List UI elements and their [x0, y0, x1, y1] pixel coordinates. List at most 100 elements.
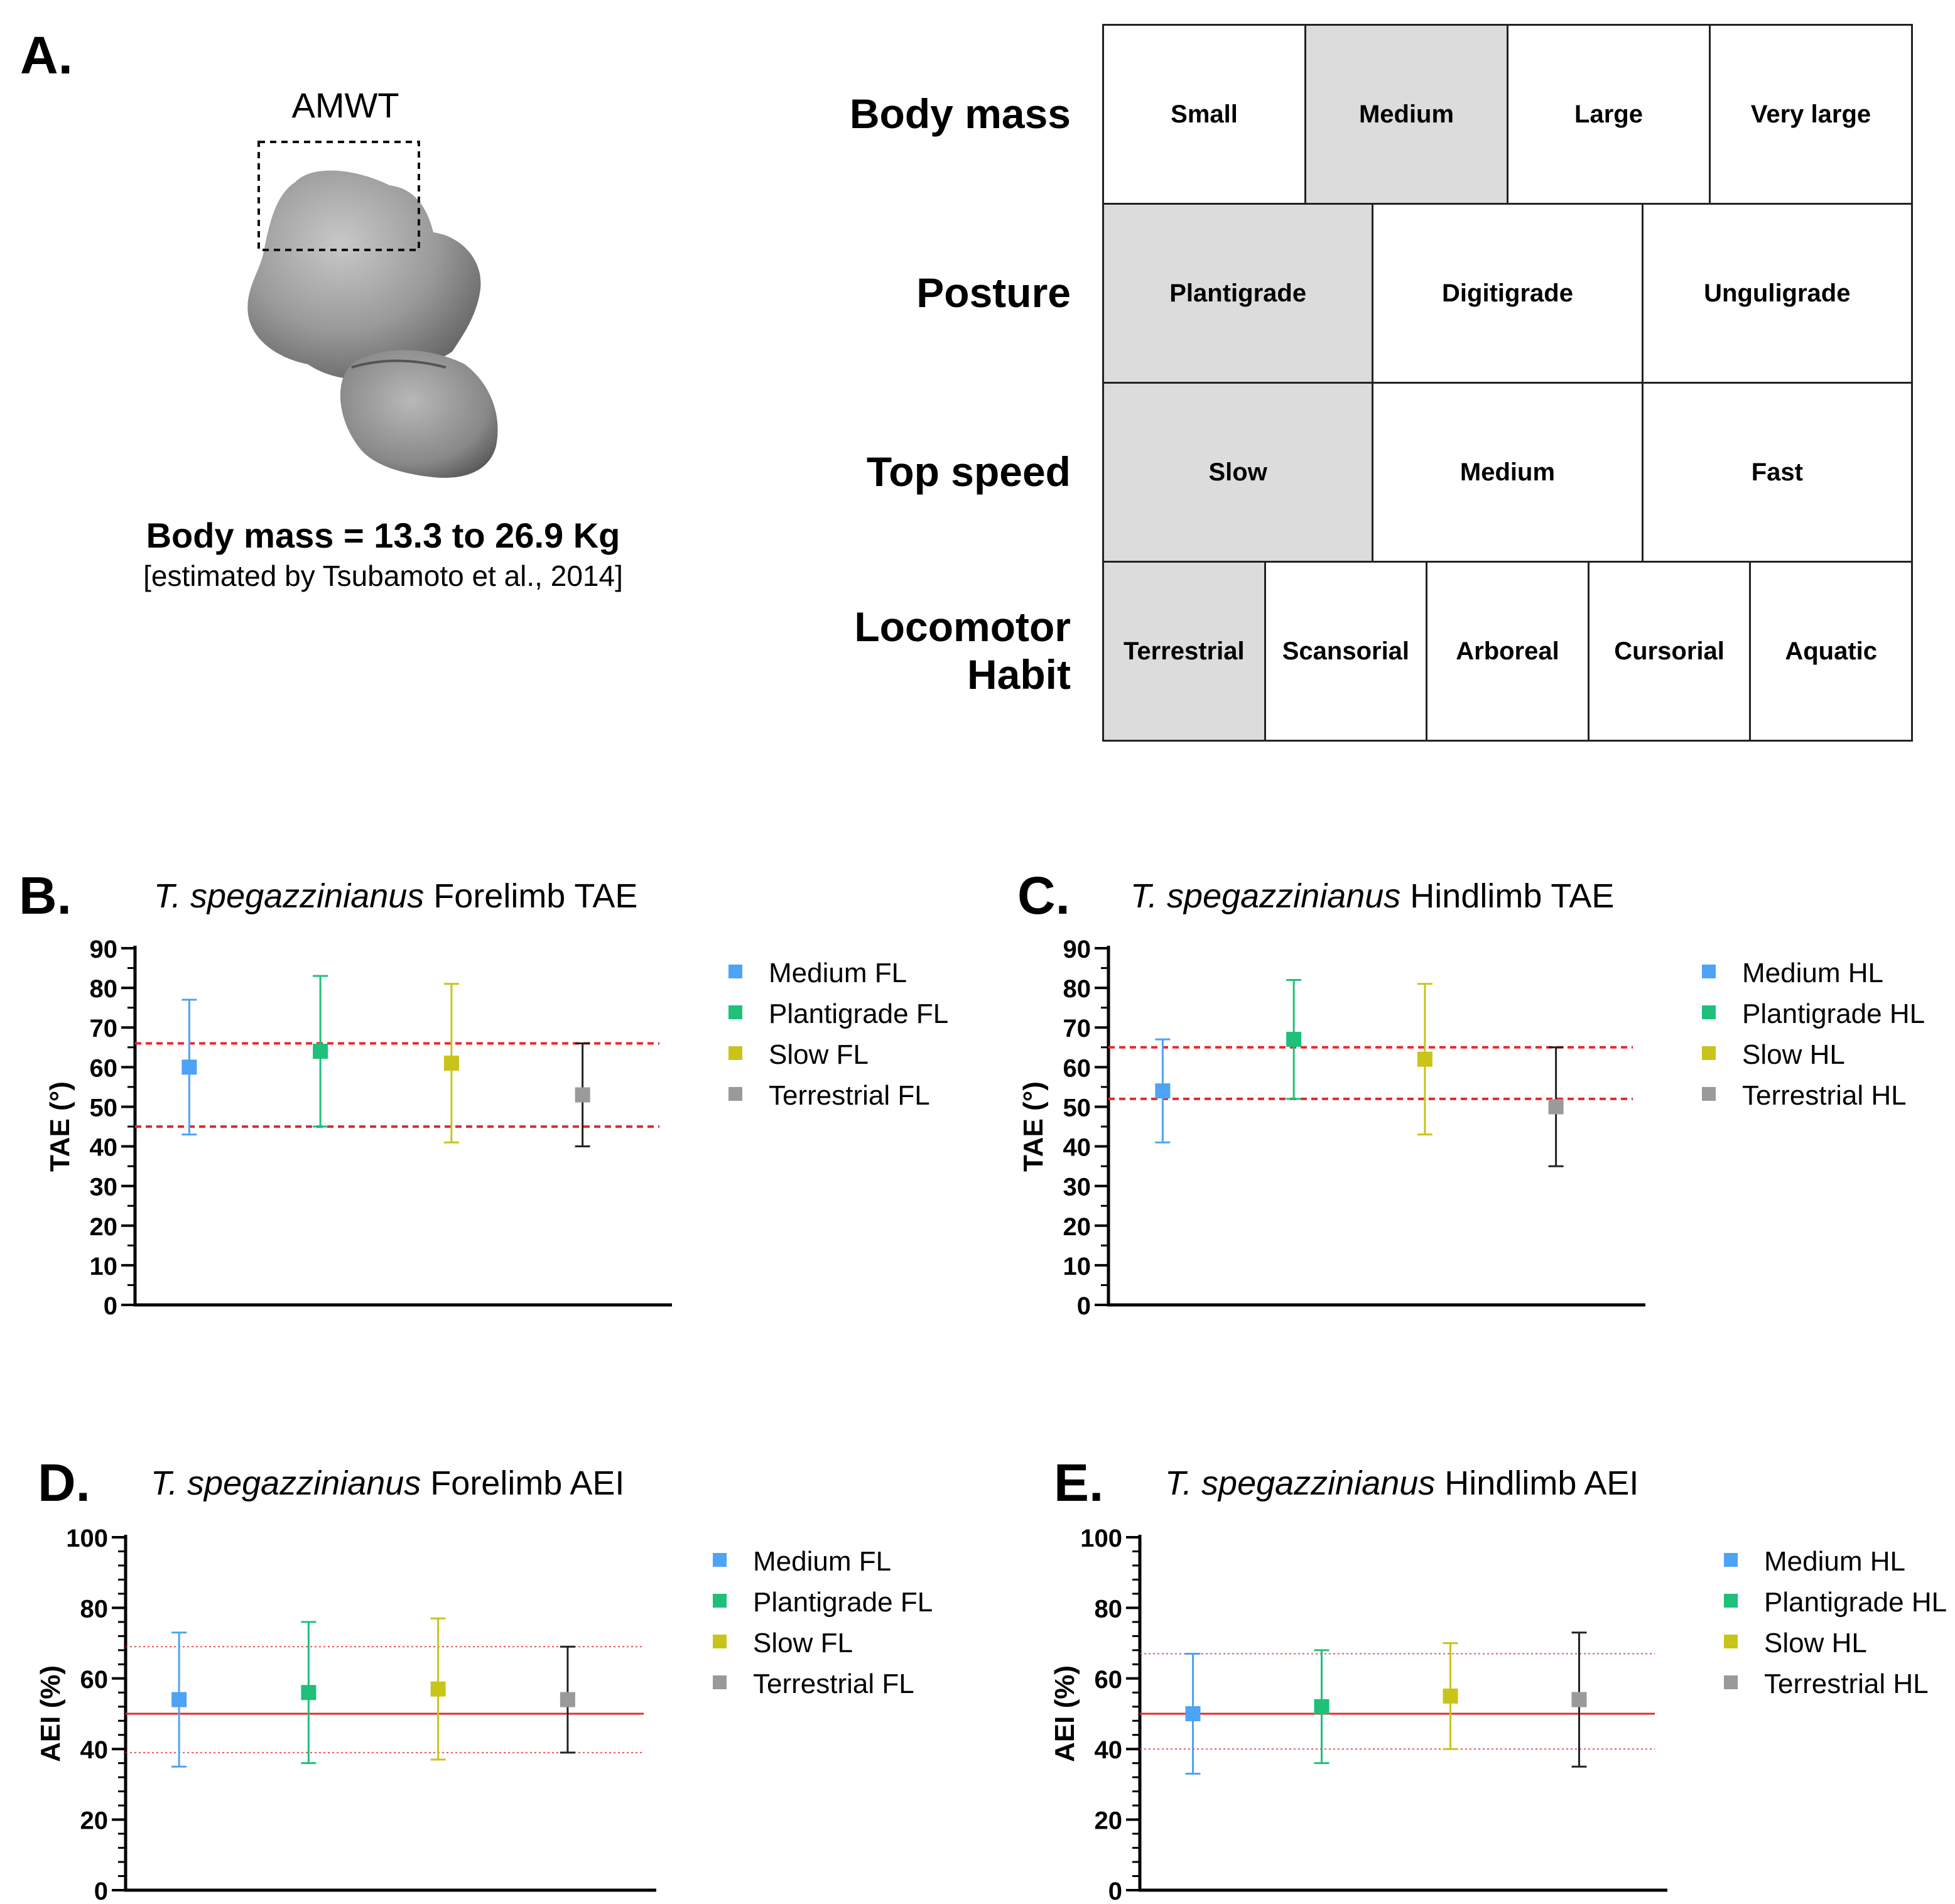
panel-b-letter: B. [19, 866, 72, 925]
chart-b-point-slow [443, 1056, 459, 1071]
chart-e-legend-swatch [1724, 1675, 1738, 1689]
chart-e-tick-label: 40 [1095, 1736, 1123, 1764]
chart-c-legend-label: Slow HL [1742, 1039, 1845, 1070]
bone-head-shape [340, 350, 498, 478]
chart-d-tick-label: 100 [66, 1525, 108, 1552]
chart-d-point-medium [171, 1692, 187, 1707]
table-row-label: Body mass [757, 90, 1071, 138]
table-cell: Cursorial [1587, 561, 1752, 742]
chart-e-title: T. spegazzinianus Hindlimb AEI [1165, 1464, 1638, 1502]
chart-b-title-species: T. spegazzinianus [154, 877, 424, 915]
chart-e-legend-swatch [1724, 1635, 1738, 1648]
panel-e-letter: E. [1054, 1453, 1103, 1512]
table-row-label: Locomotor Habit [757, 603, 1071, 698]
chart-c-title-species: T. spegazzinianus [1130, 877, 1400, 915]
chart-b-tick-label: 40 [90, 1134, 118, 1162]
chart-b-tick-label: 30 [90, 1174, 118, 1201]
chart-c-legend-swatch [1702, 965, 1716, 978]
chart-b-title: T. spegazzinianus Forelimb TAE [154, 877, 637, 915]
chart-c-legend-label: Terrestrial HL [1742, 1080, 1907, 1111]
chart-c-legend-swatch [1702, 1087, 1716, 1101]
panel-a-letter: A. [20, 26, 73, 85]
table-row-label-line: Body mass [849, 90, 1071, 137]
chart-b-legend-label: Plantigrade FL [769, 998, 948, 1029]
chart-b-tick-label: 0 [104, 1292, 117, 1320]
chart-b-legend-swatch [728, 965, 742, 978]
chart-c-tick-label: 60 [1063, 1054, 1091, 1082]
table-row-label: Posture [757, 269, 1071, 316]
chart-e-point-plantigrade [1314, 1699, 1330, 1714]
chart-e-legend-label: Terrestrial HL [1764, 1669, 1929, 1699]
chart-c-tick-label: 30 [1063, 1174, 1091, 1201]
chart-d-point-slow [430, 1681, 446, 1697]
table-cell: Aquatic [1749, 561, 1913, 742]
chart-e-tick-label: 0 [1108, 1878, 1122, 1904]
table-row-label-line: Locomotor [854, 603, 1071, 650]
chart-d-tick-label: 20 [80, 1807, 109, 1835]
table-cell: Unguligrade [1641, 203, 1913, 384]
chart-c-tick-label: 10 [1063, 1253, 1091, 1280]
chart-d-legend-label: Slow FL [753, 1628, 853, 1658]
chart-e-tick-label: 60 [1095, 1666, 1123, 1694]
chart-d-title-species: T. spegazzinianus [151, 1464, 421, 1502]
chart-d-point-terrestrial [560, 1692, 575, 1707]
chart-b-title-measure: Forelimb TAE [424, 877, 637, 915]
bone-region-label: AMWT [291, 85, 399, 125]
chart-c-tick-label: 70 [1063, 1015, 1091, 1042]
chart-b-legend-label: Slow FL [769, 1039, 869, 1070]
chart-d-legend-label: Plantigrade FL [753, 1587, 933, 1618]
chart-e-legend-label: Slow HL [1764, 1628, 1867, 1658]
chart-d-tick-label: 60 [80, 1666, 109, 1694]
chart-e-title-species: T. spegazzinianus [1165, 1464, 1435, 1502]
chart-d-title-measure: Forelimb AEI [421, 1464, 624, 1502]
chart-d-point-plantigrade [301, 1685, 317, 1701]
panel-d-letter: D. [38, 1453, 90, 1512]
table-row-label-line: Habit [967, 651, 1071, 698]
table-row-label: Top speed [757, 448, 1071, 495]
chart-d-tick-label: 40 [80, 1736, 109, 1764]
chart-b-tick-label: 70 [90, 1015, 118, 1042]
chart-e-legend-label: Medium HL [1764, 1546, 1905, 1577]
chart-b-point-medium [181, 1059, 197, 1075]
chart-b-legend-label: Terrestrial FL [769, 1080, 930, 1111]
chart-c-tick-label: 80 [1063, 975, 1091, 1003]
astragalus-bone-image [247, 141, 498, 478]
chart-c-legend-swatch [1702, 1046, 1716, 1060]
chart-d-legend-swatch [713, 1553, 727, 1567]
table-cell: Fast [1641, 382, 1913, 563]
chart-c-tick-label: 20 [1063, 1213, 1091, 1241]
chart-e-tick-label: 100 [1080, 1525, 1122, 1552]
chart-b-tick-label: 20 [90, 1213, 118, 1241]
table-cell: Digitigrade [1372, 203, 1644, 384]
chart-c-tick-label: 50 [1063, 1094, 1091, 1122]
chart-e-legend-label: Plantigrade HL [1764, 1587, 1947, 1618]
chart-b-legend-label: Medium FL [769, 958, 907, 988]
chart-b-legend-swatch [728, 1087, 742, 1101]
chart-e-y-label: AEI (%) [1049, 1665, 1080, 1762]
table-cell: Terrestrial [1102, 561, 1266, 742]
chart-d-legend-swatch [713, 1594, 727, 1608]
table-cell: Plantigrade [1102, 203, 1374, 384]
chart-d-title: T. spegazzinianus Forelimb AEI [151, 1464, 624, 1502]
table-cell: Slow [1102, 382, 1374, 563]
chart-e-legend-swatch [1724, 1594, 1738, 1608]
chart-d-tick-label: 0 [94, 1878, 108, 1904]
chart-b-tick-label: 80 [90, 975, 118, 1003]
chart-c-point-medium [1155, 1083, 1171, 1099]
table-row-label-line: Posture [916, 269, 1071, 316]
chart-b-point-plantigrade [313, 1044, 328, 1059]
chart-b-tick-label: 50 [90, 1094, 118, 1122]
table-cell: Very large [1709, 24, 1913, 205]
chart-d-y-label: AEI (%) [35, 1665, 66, 1762]
chart-e-title-measure: Hindlimb AEI [1435, 1464, 1638, 1502]
table-row-label-line: Top speed [866, 448, 1071, 495]
chart-c-tick-label: 0 [1077, 1292, 1091, 1320]
estimate-citation: [estimated by Tsubamoto et al., 2014] [143, 560, 623, 592]
chart-e-tick-label: 20 [1095, 1807, 1123, 1835]
chart-c-tick-label: 90 [1063, 936, 1091, 963]
chart-d-legend-swatch [713, 1675, 727, 1689]
chart-c-title-measure: Hindlimb TAE [1400, 877, 1614, 915]
chart-e-legend-swatch [1724, 1553, 1738, 1567]
chart-d-legend-label: Terrestrial FL [753, 1669, 914, 1699]
